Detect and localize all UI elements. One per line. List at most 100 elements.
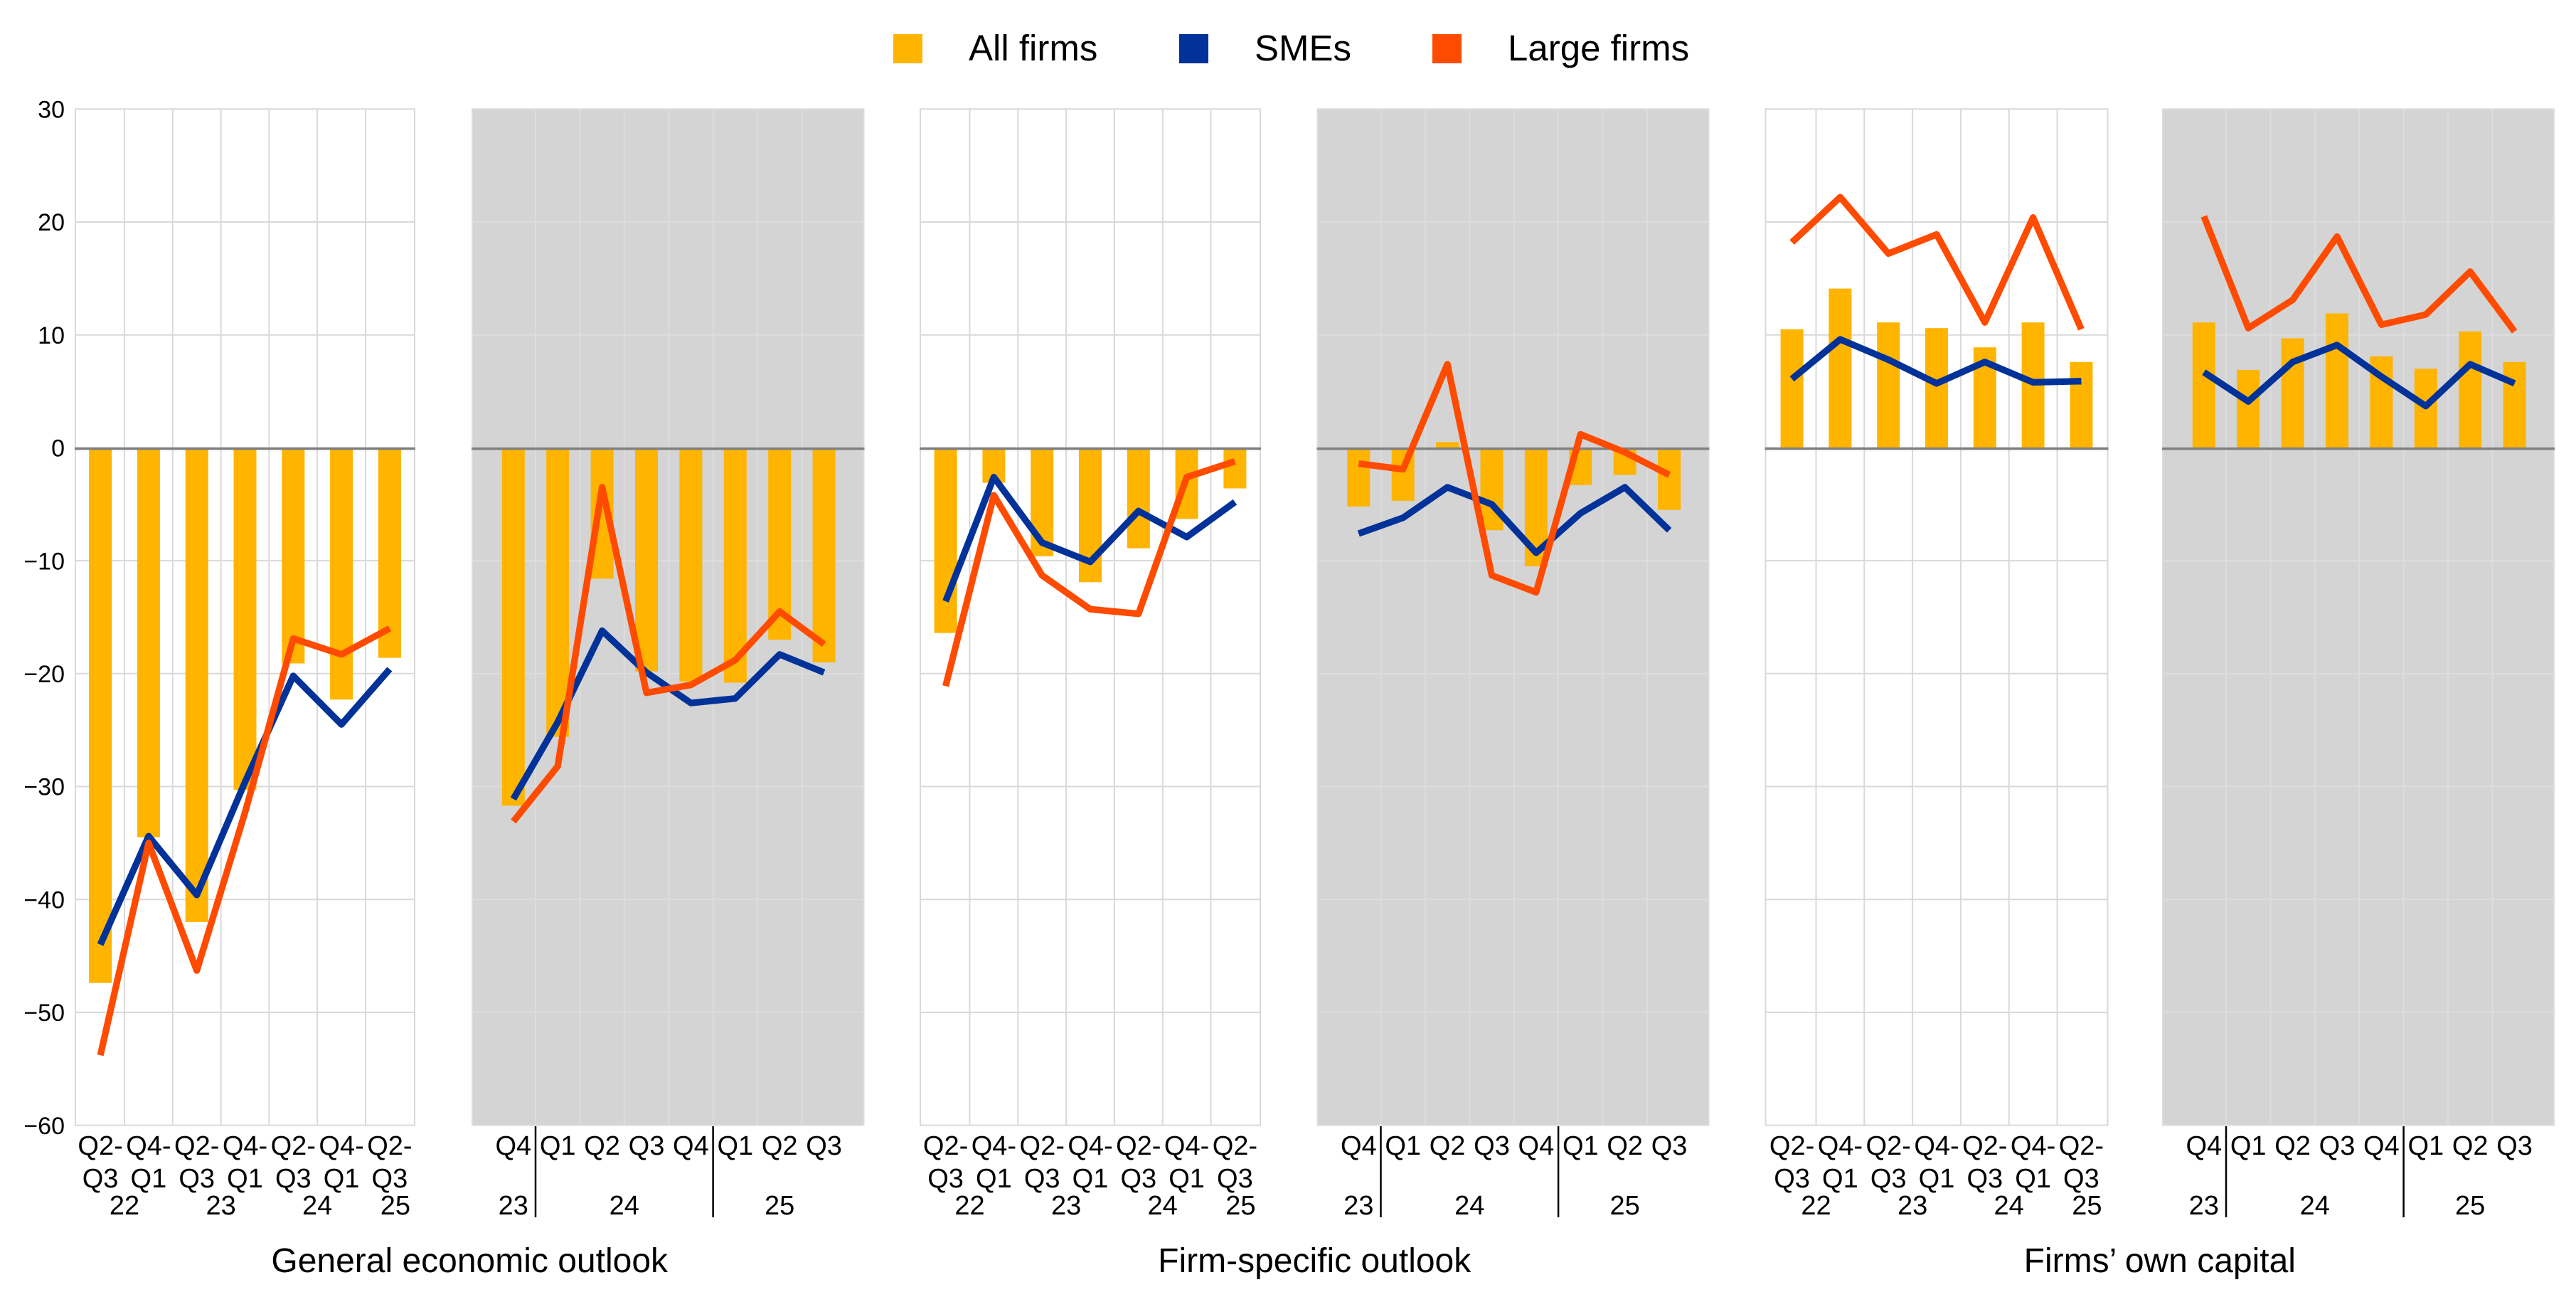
svg-text:Q1: Q1 <box>2230 1131 2267 1161</box>
svg-text:All firms: All firms <box>969 28 1097 68</box>
svg-text:Q1: Q1 <box>1563 1131 1599 1161</box>
svg-text:Q3: Q3 <box>83 1164 119 1194</box>
svg-text:Q3: Q3 <box>2319 1131 2356 1161</box>
svg-text:25: 25 <box>765 1191 794 1221</box>
svg-text:Q4-: Q4- <box>1164 1131 1209 1161</box>
svg-text:23: 23 <box>499 1191 528 1221</box>
svg-text:Q1: Q1 <box>227 1164 263 1194</box>
svg-text:Q4-: Q4- <box>319 1131 363 1161</box>
svg-text:Q3: Q3 <box>1870 1164 1907 1194</box>
svg-text:24: 24 <box>2300 1191 2330 1221</box>
svg-text:23: 23 <box>2189 1191 2219 1221</box>
svg-text:Q3: Q3 <box>179 1164 215 1194</box>
svg-text:25: 25 <box>380 1191 410 1221</box>
svg-text:Q3: Q3 <box>806 1131 842 1161</box>
svg-text:General economic outlook: General economic outlook <box>271 1242 669 1280</box>
svg-text:Q2-: Q2- <box>1769 1131 1814 1161</box>
svg-text:Q1: Q1 <box>2407 1131 2444 1161</box>
svg-text:10: 10 <box>38 322 65 349</box>
svg-text:Q2-: Q2- <box>174 1131 219 1161</box>
svg-text:Q4-: Q4- <box>1068 1131 1112 1161</box>
svg-text:Q2: Q2 <box>2452 1131 2489 1161</box>
svg-text:Q4-: Q4- <box>1914 1131 1959 1161</box>
svg-text:Q4-: Q4- <box>1818 1131 1863 1161</box>
svg-text:Q2-: Q2- <box>271 1131 316 1161</box>
svg-text:SMEs: SMEs <box>1255 28 1351 68</box>
svg-text:Q1: Q1 <box>131 1164 167 1194</box>
svg-text:Q1: Q1 <box>1073 1164 1109 1194</box>
svg-text:22: 22 <box>110 1191 139 1221</box>
svg-text:Q4: Q4 <box>673 1131 709 1161</box>
svg-text:Q3: Q3 <box>1474 1131 1510 1161</box>
svg-text:23: 23 <box>1898 1191 1927 1221</box>
svg-text:24: 24 <box>1148 1191 1178 1221</box>
svg-text:Q2-: Q2- <box>1116 1131 1161 1161</box>
svg-text:Q3: Q3 <box>1024 1164 1060 1194</box>
svg-text:Q3: Q3 <box>2063 1164 2099 1194</box>
svg-text:Q2: Q2 <box>1430 1131 1466 1161</box>
svg-text:Q3: Q3 <box>1651 1131 1688 1161</box>
svg-text:Q3: Q3 <box>1217 1164 1253 1194</box>
svg-text:−20: −20 <box>23 661 65 688</box>
svg-text:Q2-: Q2- <box>2059 1131 2104 1161</box>
svg-text:Q4: Q4 <box>1341 1131 1377 1161</box>
svg-text:Q1: Q1 <box>1385 1131 1421 1161</box>
svg-text:Q2: Q2 <box>762 1131 798 1161</box>
svg-text:25: 25 <box>2455 1191 2485 1221</box>
svg-text:Q1: Q1 <box>717 1131 753 1161</box>
svg-text:Q2: Q2 <box>2274 1131 2311 1161</box>
svg-text:Q2-: Q2- <box>1213 1131 1257 1161</box>
svg-text:Q2-: Q2- <box>78 1131 122 1161</box>
svg-text:25: 25 <box>2072 1191 2102 1221</box>
svg-text:22: 22 <box>1801 1191 1831 1221</box>
svg-text:Q1: Q1 <box>540 1131 576 1161</box>
svg-text:Q4-: Q4- <box>126 1131 171 1161</box>
svg-text:Q2-: Q2- <box>1866 1131 1911 1161</box>
svg-text:Q1: Q1 <box>1169 1164 1205 1194</box>
svg-text:24: 24 <box>610 1191 639 1221</box>
svg-text:24: 24 <box>1994 1191 2024 1221</box>
svg-text:0: 0 <box>51 435 65 462</box>
svg-text:25: 25 <box>1610 1191 1640 1221</box>
svg-text:23: 23 <box>1051 1191 1081 1221</box>
svg-text:Q3: Q3 <box>927 1164 964 1194</box>
svg-text:23: 23 <box>1343 1191 1373 1221</box>
svg-text:Firms’ own capital: Firms’ own capital <box>2024 1242 2296 1280</box>
svg-text:Q1: Q1 <box>2015 1164 2051 1194</box>
svg-text:23: 23 <box>206 1191 235 1221</box>
svg-text:Q4: Q4 <box>2186 1131 2222 1161</box>
svg-text:Q3: Q3 <box>1774 1164 1810 1194</box>
svg-text:Q2-: Q2- <box>1020 1131 1065 1161</box>
svg-text:Q3: Q3 <box>1966 1164 2003 1194</box>
svg-text:Q1: Q1 <box>976 1164 1012 1194</box>
svg-text:Q2-: Q2- <box>923 1131 968 1161</box>
svg-text:24: 24 <box>302 1191 332 1221</box>
svg-text:Q4-: Q4- <box>223 1131 267 1161</box>
svg-text:Q2: Q2 <box>1607 1131 1643 1161</box>
svg-text:20: 20 <box>38 209 65 236</box>
svg-text:25: 25 <box>1225 1191 1255 1221</box>
svg-text:−60: −60 <box>23 1113 65 1140</box>
svg-text:Q3: Q3 <box>1120 1164 1156 1194</box>
svg-text:Q4-: Q4- <box>2011 1131 2055 1161</box>
svg-text:Q4-: Q4- <box>972 1131 1016 1161</box>
svg-text:−10: −10 <box>23 548 65 575</box>
svg-text:Q2-: Q2- <box>367 1131 412 1161</box>
svg-text:30: 30 <box>38 97 65 124</box>
svg-text:Q4: Q4 <box>2363 1131 2400 1161</box>
svg-text:Q3: Q3 <box>275 1164 312 1194</box>
svg-text:Firm-specific outlook: Firm-specific outlook <box>1158 1242 1471 1280</box>
svg-text:−50: −50 <box>23 1000 65 1027</box>
svg-text:Q4: Q4 <box>495 1131 531 1161</box>
svg-text:−30: −30 <box>23 774 65 801</box>
svg-text:Q2-: Q2- <box>1962 1131 2007 1161</box>
svg-text:Q3: Q3 <box>372 1164 408 1194</box>
svg-text:Q1: Q1 <box>324 1164 360 1194</box>
svg-text:Large firms: Large firms <box>1508 28 1689 68</box>
svg-text:Q4: Q4 <box>1518 1131 1555 1161</box>
svg-text:Q2: Q2 <box>584 1131 620 1161</box>
svg-text:Q3: Q3 <box>2496 1131 2533 1161</box>
svg-text:Q1: Q1 <box>1822 1164 1858 1194</box>
svg-text:24: 24 <box>1454 1191 1484 1221</box>
svg-text:Q3: Q3 <box>629 1131 665 1161</box>
